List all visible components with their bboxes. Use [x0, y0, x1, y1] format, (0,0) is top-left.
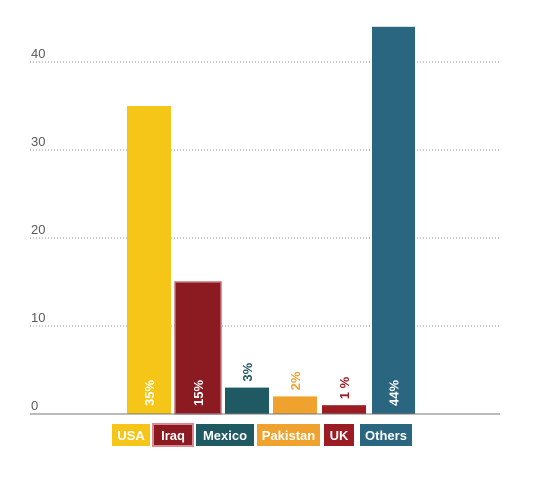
legend-swatch-iraq	[152, 423, 194, 447]
y-tick-label: 10	[31, 310, 45, 325]
y-axis-ticks: 0 10 20 30 40	[31, 46, 45, 413]
bar-iraq	[174, 281, 222, 415]
bar-pakistan	[273, 396, 317, 414]
value-label-uk: 1 %	[337, 376, 352, 399]
bar-uk	[322, 405, 366, 414]
bar-mexico	[225, 387, 269, 414]
y-tick-label: 30	[31, 134, 45, 149]
y-tick-label: 40	[31, 46, 45, 61]
legend: USA Iraq Mexico Pakistan UK Others	[112, 423, 412, 447]
legend-swatch-uk	[324, 424, 354, 446]
value-label-others: 44%	[387, 380, 402, 406]
legend-swatch-pakistan	[257, 424, 320, 446]
value-label-mexico: 3%	[240, 362, 255, 381]
y-tick-label: 20	[31, 222, 45, 237]
legend-swatch-mexico	[196, 424, 254, 446]
legend-label-usa: USA	[117, 428, 145, 443]
legend-label-others: Others	[365, 428, 407, 443]
legend-label-uk: UK	[330, 428, 349, 443]
bar-others	[372, 26, 415, 415]
bar-value-labels: 35% 15% 3% 2% 1 % 44%	[142, 362, 402, 406]
legend-label-iraq: Iraq	[161, 428, 185, 443]
bars	[127, 26, 415, 415]
y-tick-label: 0	[31, 398, 38, 413]
legend-label-mexico: Mexico	[203, 428, 247, 443]
value-label-usa: 35%	[142, 380, 157, 406]
grid-lines	[30, 61, 500, 327]
value-label-pakistan: 2%	[288, 371, 303, 390]
legend-swatch-usa	[112, 424, 150, 446]
bar-usa	[127, 106, 171, 414]
legend-label-pakistan: Pakistan	[262, 428, 316, 443]
value-label-iraq: 15%	[191, 380, 206, 406]
legend-swatch-others	[360, 424, 412, 446]
